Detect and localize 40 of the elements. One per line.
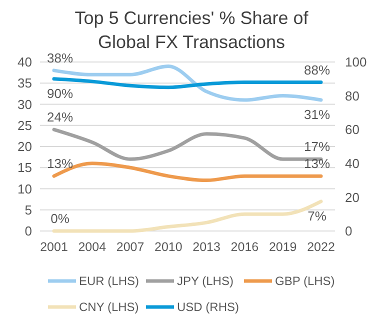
- y-tick-label: 40: [18, 54, 32, 70]
- legend-label: USD (RHS): [177, 300, 239, 314]
- data-label: 38%: [46, 50, 74, 66]
- data-label: 17%: [304, 139, 330, 154]
- data-label: 31%: [304, 107, 330, 122]
- y2-tick-label: 40: [345, 156, 360, 171]
- x-tick-label: 2001: [40, 240, 68, 254]
- data-label: 0%: [50, 211, 70, 226]
- chart-title: Top 5 Currencies' % Share of Global FX Transactions: [74, 8, 310, 52]
- data-label: 88%: [304, 62, 330, 78]
- data-label: 90%: [46, 86, 74, 101]
- data-label: 24%: [46, 110, 74, 125]
- y-tick-label: 25: [18, 118, 32, 133]
- y2-tick-label: 60: [345, 122, 360, 138]
- x-tick-label: 2019: [268, 240, 297, 254]
- x-tick-label: 2022: [307, 240, 335, 254]
- y2-tick-label: 0: [345, 224, 352, 239]
- x-tick-label: 2007: [116, 240, 144, 254]
- y-tick-label: 15: [18, 160, 32, 176]
- data-label: 13%: [304, 156, 330, 172]
- y-tick-label: 10: [18, 181, 32, 196]
- y-tick-label: 5: [24, 202, 32, 218]
- legend-label: CNY (LHS): [79, 300, 139, 314]
- y-tick-label: 35: [18, 76, 32, 91]
- y-tick-label: 30: [18, 96, 32, 112]
- line-series: [52, 77, 323, 90]
- x-tick-label: 2004: [78, 240, 106, 254]
- legend-label: JPY (LHS): [177, 274, 234, 288]
- y2-tick-label: 80: [345, 88, 360, 104]
- legend-label: EUR (LHS): [79, 274, 140, 288]
- x-tick-label: 2016: [230, 240, 259, 254]
- x-tick-label: 2010: [154, 240, 182, 254]
- data-label: 13%: [46, 156, 74, 172]
- legend-label: GBP (LHS): [275, 274, 335, 288]
- y-tick-label: 0: [24, 224, 32, 239]
- data-label: 7%: [308, 208, 327, 224]
- y-tick-label: 20: [18, 139, 32, 154]
- x-tick-label: 2013: [192, 240, 221, 254]
- y2-tick-label: 100: [345, 54, 367, 70]
- y2-tick-label: 20: [345, 190, 360, 205]
